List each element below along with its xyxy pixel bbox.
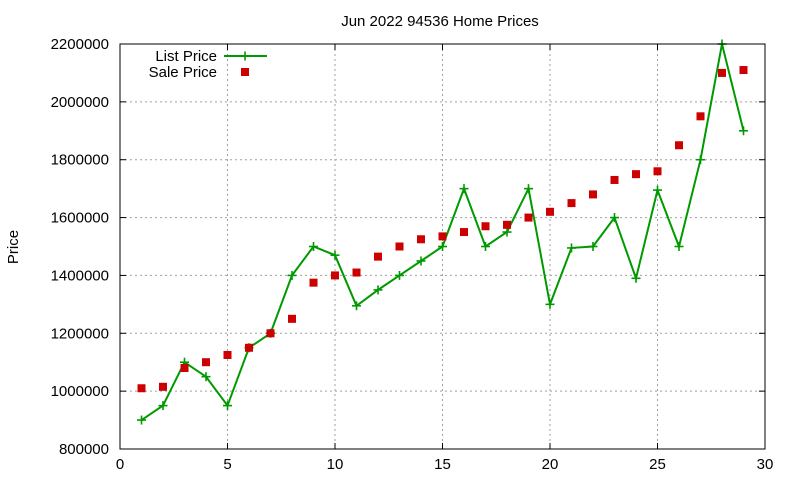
data-point [137,415,146,425]
series-0 [137,39,748,425]
data-point [245,343,253,352]
x-tick-label: 5 [223,456,231,473]
plot-frame [119,43,766,450]
data-point [395,242,404,251]
data-point [545,299,555,309]
y-tick-label: 2200000 [51,36,109,53]
data-point [287,270,297,280]
data-point [481,222,490,231]
data-point [739,66,748,75]
data-point [180,364,189,372]
y-tick-label: 1400000 [51,267,109,284]
data-point [632,170,640,179]
data-point [352,268,361,277]
data-point [631,273,641,283]
data-point [330,250,340,260]
data-point [481,242,490,251]
axis-ticks: 0 5 10 15 20 25 30 800000 1000000 1200000 1400000 1… [51,36,774,473]
y-tick-label: 1600000 [51,210,109,227]
data-point [158,401,168,411]
data-point [223,401,232,411]
series-layer [137,39,748,425]
data-point [288,314,296,323]
data-point [524,213,533,222]
data-point [460,228,468,237]
y-tick-label: 1000000 [51,383,109,400]
x-tick-label: 0 [116,456,124,473]
data-point [459,184,469,194]
data-point [653,167,662,176]
data-point [331,271,339,280]
series-1 [137,66,748,393]
y-tick-label: 1200000 [51,325,109,342]
data-point [309,242,318,251]
data-point [202,358,210,367]
chart-title: Jun 2022 94536 Home Prices [341,13,539,30]
data-point [610,213,619,223]
y-tick-label: 1800000 [51,152,109,169]
data-point [675,141,683,150]
data-point [588,242,598,251]
data-point [438,242,447,251]
x-tick-label: 20 [542,456,559,473]
data-point [416,256,426,266]
data-point [674,242,684,251]
data-point [137,384,146,393]
y-tick-label: 800000 [59,441,109,458]
data-point [696,155,705,165]
x-tick-label: 10 [327,456,344,473]
data-point [589,190,597,199]
legend-marker [241,68,249,76]
data-point [739,126,748,136]
y-tick-label: 2000000 [51,94,109,111]
data-point [373,285,383,295]
data-point [352,301,361,311]
data-point [610,175,619,184]
data-point [417,235,425,244]
legend-label: List Price [155,48,217,65]
data-point [524,184,533,194]
data-point [696,112,705,121]
data-point [374,252,382,261]
data-point [266,329,275,338]
data-point [718,68,726,77]
data-point [201,372,211,382]
x-tick-label: 25 [649,456,666,473]
data-point [653,185,662,195]
data-point [159,382,167,391]
data-point [395,270,404,280]
legend-marker [240,51,250,61]
x-tick-label: 30 [757,456,774,473]
legend-label: Sale Price [149,64,217,81]
data-point [546,207,554,216]
data-point [503,220,511,229]
y-axis-label: Price [5,230,22,264]
data-point [438,232,447,241]
data-point [502,227,512,237]
x-tick-label: 15 [434,456,451,473]
data-point [223,350,232,359]
data-point [309,278,318,287]
data-point [567,243,576,253]
data-point [567,199,576,208]
